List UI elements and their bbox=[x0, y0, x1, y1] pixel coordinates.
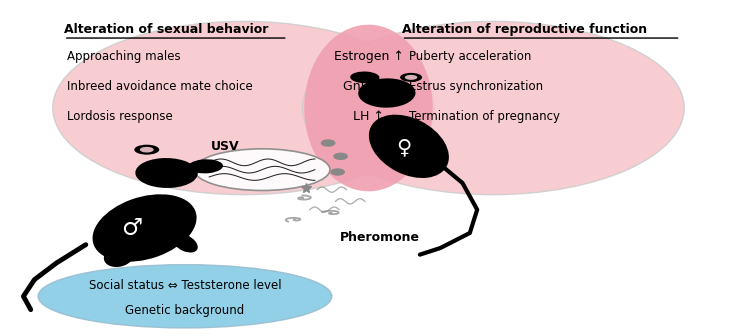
Text: Alteration of reproductive function: Alteration of reproductive function bbox=[402, 23, 646, 36]
Text: LH ↑: LH ↑ bbox=[353, 110, 384, 123]
Ellipse shape bbox=[194, 149, 330, 191]
Ellipse shape bbox=[350, 72, 380, 83]
Text: Puberty acceleration: Puberty acceleration bbox=[409, 50, 531, 63]
Ellipse shape bbox=[369, 115, 449, 178]
Text: Inbreed avoidance mate choice: Inbreed avoidance mate choice bbox=[68, 80, 254, 93]
Ellipse shape bbox=[172, 234, 198, 253]
Text: GnRH ↑: GnRH ↑ bbox=[343, 80, 394, 93]
Text: Lordosis response: Lordosis response bbox=[68, 110, 173, 123]
Ellipse shape bbox=[188, 159, 223, 173]
Circle shape bbox=[321, 140, 335, 146]
Ellipse shape bbox=[136, 158, 198, 188]
Text: Approaching males: Approaching males bbox=[68, 50, 181, 63]
Ellipse shape bbox=[358, 78, 416, 108]
Ellipse shape bbox=[38, 265, 332, 328]
Text: Estrogen ↑: Estrogen ↑ bbox=[334, 50, 403, 63]
Text: Genetic background: Genetic background bbox=[125, 304, 245, 317]
Text: USV: USV bbox=[211, 140, 240, 153]
Ellipse shape bbox=[93, 194, 197, 262]
Ellipse shape bbox=[104, 246, 134, 267]
Ellipse shape bbox=[134, 145, 159, 155]
Ellipse shape bbox=[405, 75, 417, 80]
Text: ♂: ♂ bbox=[122, 216, 143, 240]
Ellipse shape bbox=[304, 25, 433, 191]
Ellipse shape bbox=[53, 22, 435, 195]
Ellipse shape bbox=[302, 22, 684, 195]
Circle shape bbox=[334, 153, 347, 159]
Text: Alteration of sexual behavior: Alteration of sexual behavior bbox=[64, 23, 268, 36]
Text: Estrus synchronization: Estrus synchronization bbox=[409, 80, 543, 93]
Text: Pheromone: Pheromone bbox=[340, 232, 419, 245]
Ellipse shape bbox=[400, 73, 422, 82]
Text: Termination of pregnancy: Termination of pregnancy bbox=[409, 110, 560, 123]
Text: Social status ⇔ Teststerone level: Social status ⇔ Teststerone level bbox=[88, 279, 282, 292]
Circle shape bbox=[331, 169, 344, 175]
Text: ♀: ♀ bbox=[396, 137, 411, 157]
Ellipse shape bbox=[140, 147, 154, 153]
Ellipse shape bbox=[413, 157, 438, 175]
